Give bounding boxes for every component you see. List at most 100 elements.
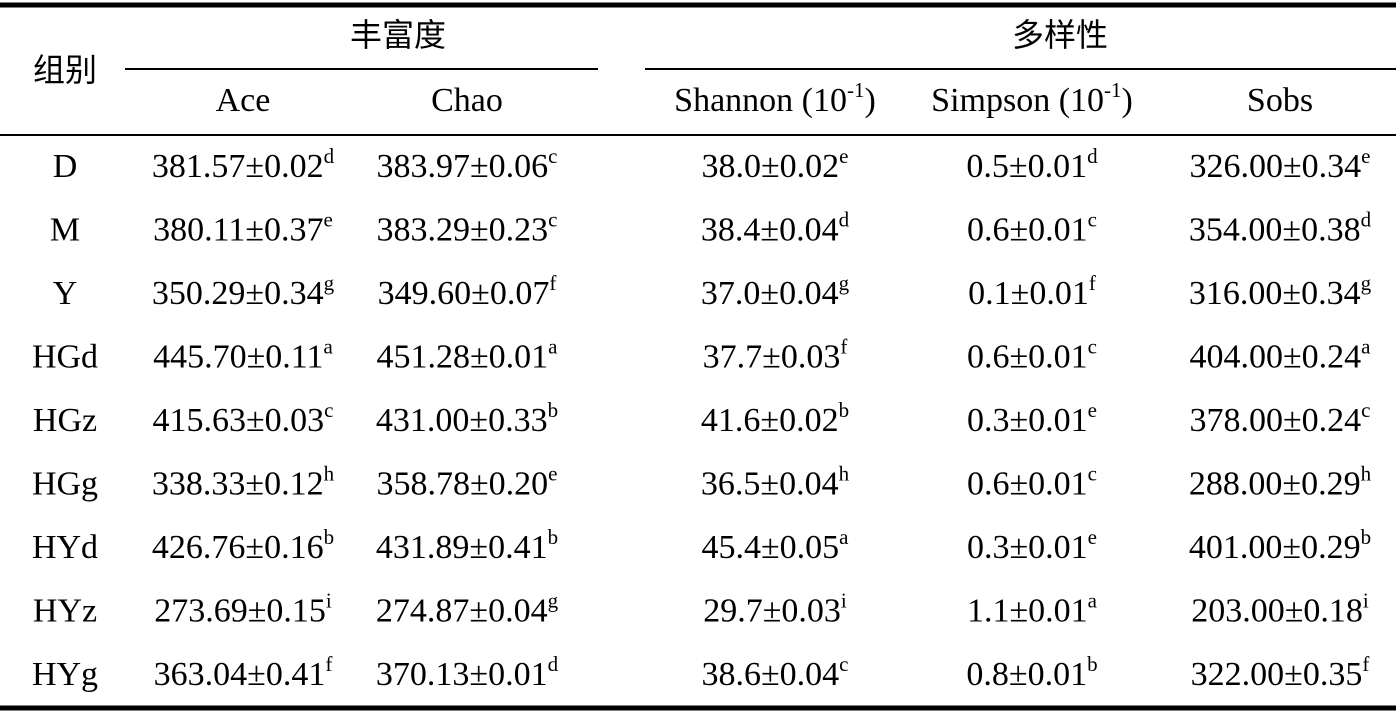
superscript: a <box>1088 588 1098 612</box>
superscript: f <box>1089 271 1096 295</box>
column-header-text: Sobs <box>1247 82 1313 119</box>
column-header: Sobs <box>1247 82 1313 119</box>
cell-text: 322.00±0.35 <box>1191 656 1363 693</box>
superscript: d <box>324 144 335 168</box>
superscript: d <box>839 207 850 231</box>
superscript: d <box>1087 144 1098 168</box>
cell-text: 378.00±0.24 <box>1190 402 1362 439</box>
cell: 380.11±0.37e <box>153 207 333 248</box>
superscript: e <box>548 461 557 485</box>
cell-text: 36.5±0.04 <box>701 465 839 502</box>
cell-text: 381.57±0.02 <box>152 148 324 185</box>
cell: 274.87±0.04g <box>376 588 559 629</box>
superscript: a <box>548 334 558 358</box>
cell: 37.7±0.03f <box>703 334 848 375</box>
cell: 29.7±0.03i <box>703 588 847 629</box>
cell: 431.89±0.41b <box>376 525 558 566</box>
cell: 0.3±0.01e <box>967 525 1097 566</box>
cell-text: 431.89±0.41 <box>376 529 548 566</box>
superscript: e <box>1088 525 1097 549</box>
superscript: -1 <box>847 78 865 102</box>
row-label: HYz <box>33 592 97 629</box>
column-header-tail: ) <box>865 82 876 119</box>
cell: 41.6±0.02b <box>701 398 849 439</box>
superscript: c <box>839 652 848 676</box>
cell-text: 38.0±0.02 <box>702 148 840 185</box>
superscript: b <box>839 398 850 422</box>
superscript: c <box>548 144 557 168</box>
cell-text: 45.4±0.05 <box>702 529 840 566</box>
superscript: h <box>839 461 850 485</box>
cell: 322.00±0.35f <box>1191 652 1370 693</box>
column-header: Chao <box>431 82 503 119</box>
superscript: f <box>549 271 556 295</box>
cell: 0.6±0.01c <box>967 207 1097 248</box>
cell: 45.4±0.05a <box>702 525 850 566</box>
cell-text: 0.6±0.01 <box>967 338 1088 375</box>
cell-text: 0.1±0.01 <box>968 275 1089 312</box>
cell-text: 0.6±0.01 <box>967 211 1088 248</box>
column-header: Ace <box>216 82 271 119</box>
cell: 354.00±0.38d <box>1189 207 1372 248</box>
superscript: g <box>1361 271 1372 295</box>
cell-text: 349.60±0.07 <box>378 275 550 312</box>
cell: 349.60±0.07f <box>378 271 557 312</box>
cell: 1.1±0.01a <box>967 588 1098 629</box>
cell-text: 0.5±0.01 <box>966 148 1087 185</box>
row-label: HYd <box>32 529 98 566</box>
cell: 338.33±0.12h <box>152 461 335 502</box>
cell-text: 203.00±0.18 <box>1191 592 1363 629</box>
cell: 451.28±0.01a <box>377 334 559 375</box>
cell: 288.00±0.29h <box>1189 461 1372 502</box>
cell: 350.29±0.34g <box>152 271 335 312</box>
superscript: d <box>548 652 559 676</box>
superscript: g <box>839 271 850 295</box>
cell-text: 288.00±0.29 <box>1189 465 1361 502</box>
cell: 326.00±0.34e <box>1190 144 1371 185</box>
cell-text: 338.33±0.12 <box>152 465 324 502</box>
cell: 431.00±0.33b <box>376 398 558 439</box>
row-label: Y <box>53 275 78 312</box>
column-header: Shannon (10-1) <box>674 78 876 119</box>
cell: 363.04±0.41f <box>154 652 333 693</box>
cell-text: 358.78±0.20 <box>377 465 549 502</box>
superscript: b <box>1087 652 1098 676</box>
cell: 0.5±0.01d <box>966 144 1098 185</box>
group-label: 组别 <box>33 51 97 89</box>
cell: 404.00±0.24a <box>1190 334 1372 375</box>
superscript: -1 <box>1104 78 1122 102</box>
cell: 401.00±0.29b <box>1189 525 1371 566</box>
cell-text: 37.0±0.04 <box>701 275 839 312</box>
column-header-text: Ace <box>216 82 271 119</box>
cell: 426.76±0.16b <box>152 525 334 566</box>
cell-text: 354.00±0.38 <box>1189 211 1361 248</box>
cell-text: 380.11±0.37 <box>153 211 323 248</box>
row-label: HYg <box>32 656 98 693</box>
cell-text: 415.63±0.03 <box>153 402 325 439</box>
cell-text: 363.04±0.41 <box>154 656 326 693</box>
superscript: e <box>1088 398 1097 422</box>
cell-text: 274.87±0.04 <box>376 592 548 629</box>
cell-text: 29.7±0.03 <box>703 592 841 629</box>
cell-text: 431.00±0.33 <box>376 402 548 439</box>
column-header-tail: ) <box>1122 82 1133 119</box>
cell: 381.57±0.02d <box>152 144 335 185</box>
cell-text: 401.00±0.29 <box>1189 529 1361 566</box>
cell-text: 273.69±0.15 <box>154 592 326 629</box>
row-label: D <box>53 148 78 185</box>
cell: 383.29±0.23c <box>377 207 558 248</box>
superscript: h <box>1361 461 1372 485</box>
cell: 445.70±0.11a <box>153 334 333 375</box>
superscript: e <box>1361 144 1370 168</box>
cell-text: 1.1±0.01 <box>967 592 1088 629</box>
cell: 38.4±0.04d <box>701 207 850 248</box>
superscript: c <box>1361 398 1370 422</box>
cell-text: 404.00±0.24 <box>1190 338 1362 375</box>
cell-text: 38.6±0.04 <box>702 656 840 693</box>
cell: 36.5±0.04h <box>701 461 850 502</box>
column-header-text: Shannon (10 <box>674 82 847 119</box>
superscript: b <box>1361 525 1372 549</box>
cell-text: 38.4±0.04 <box>701 211 839 248</box>
